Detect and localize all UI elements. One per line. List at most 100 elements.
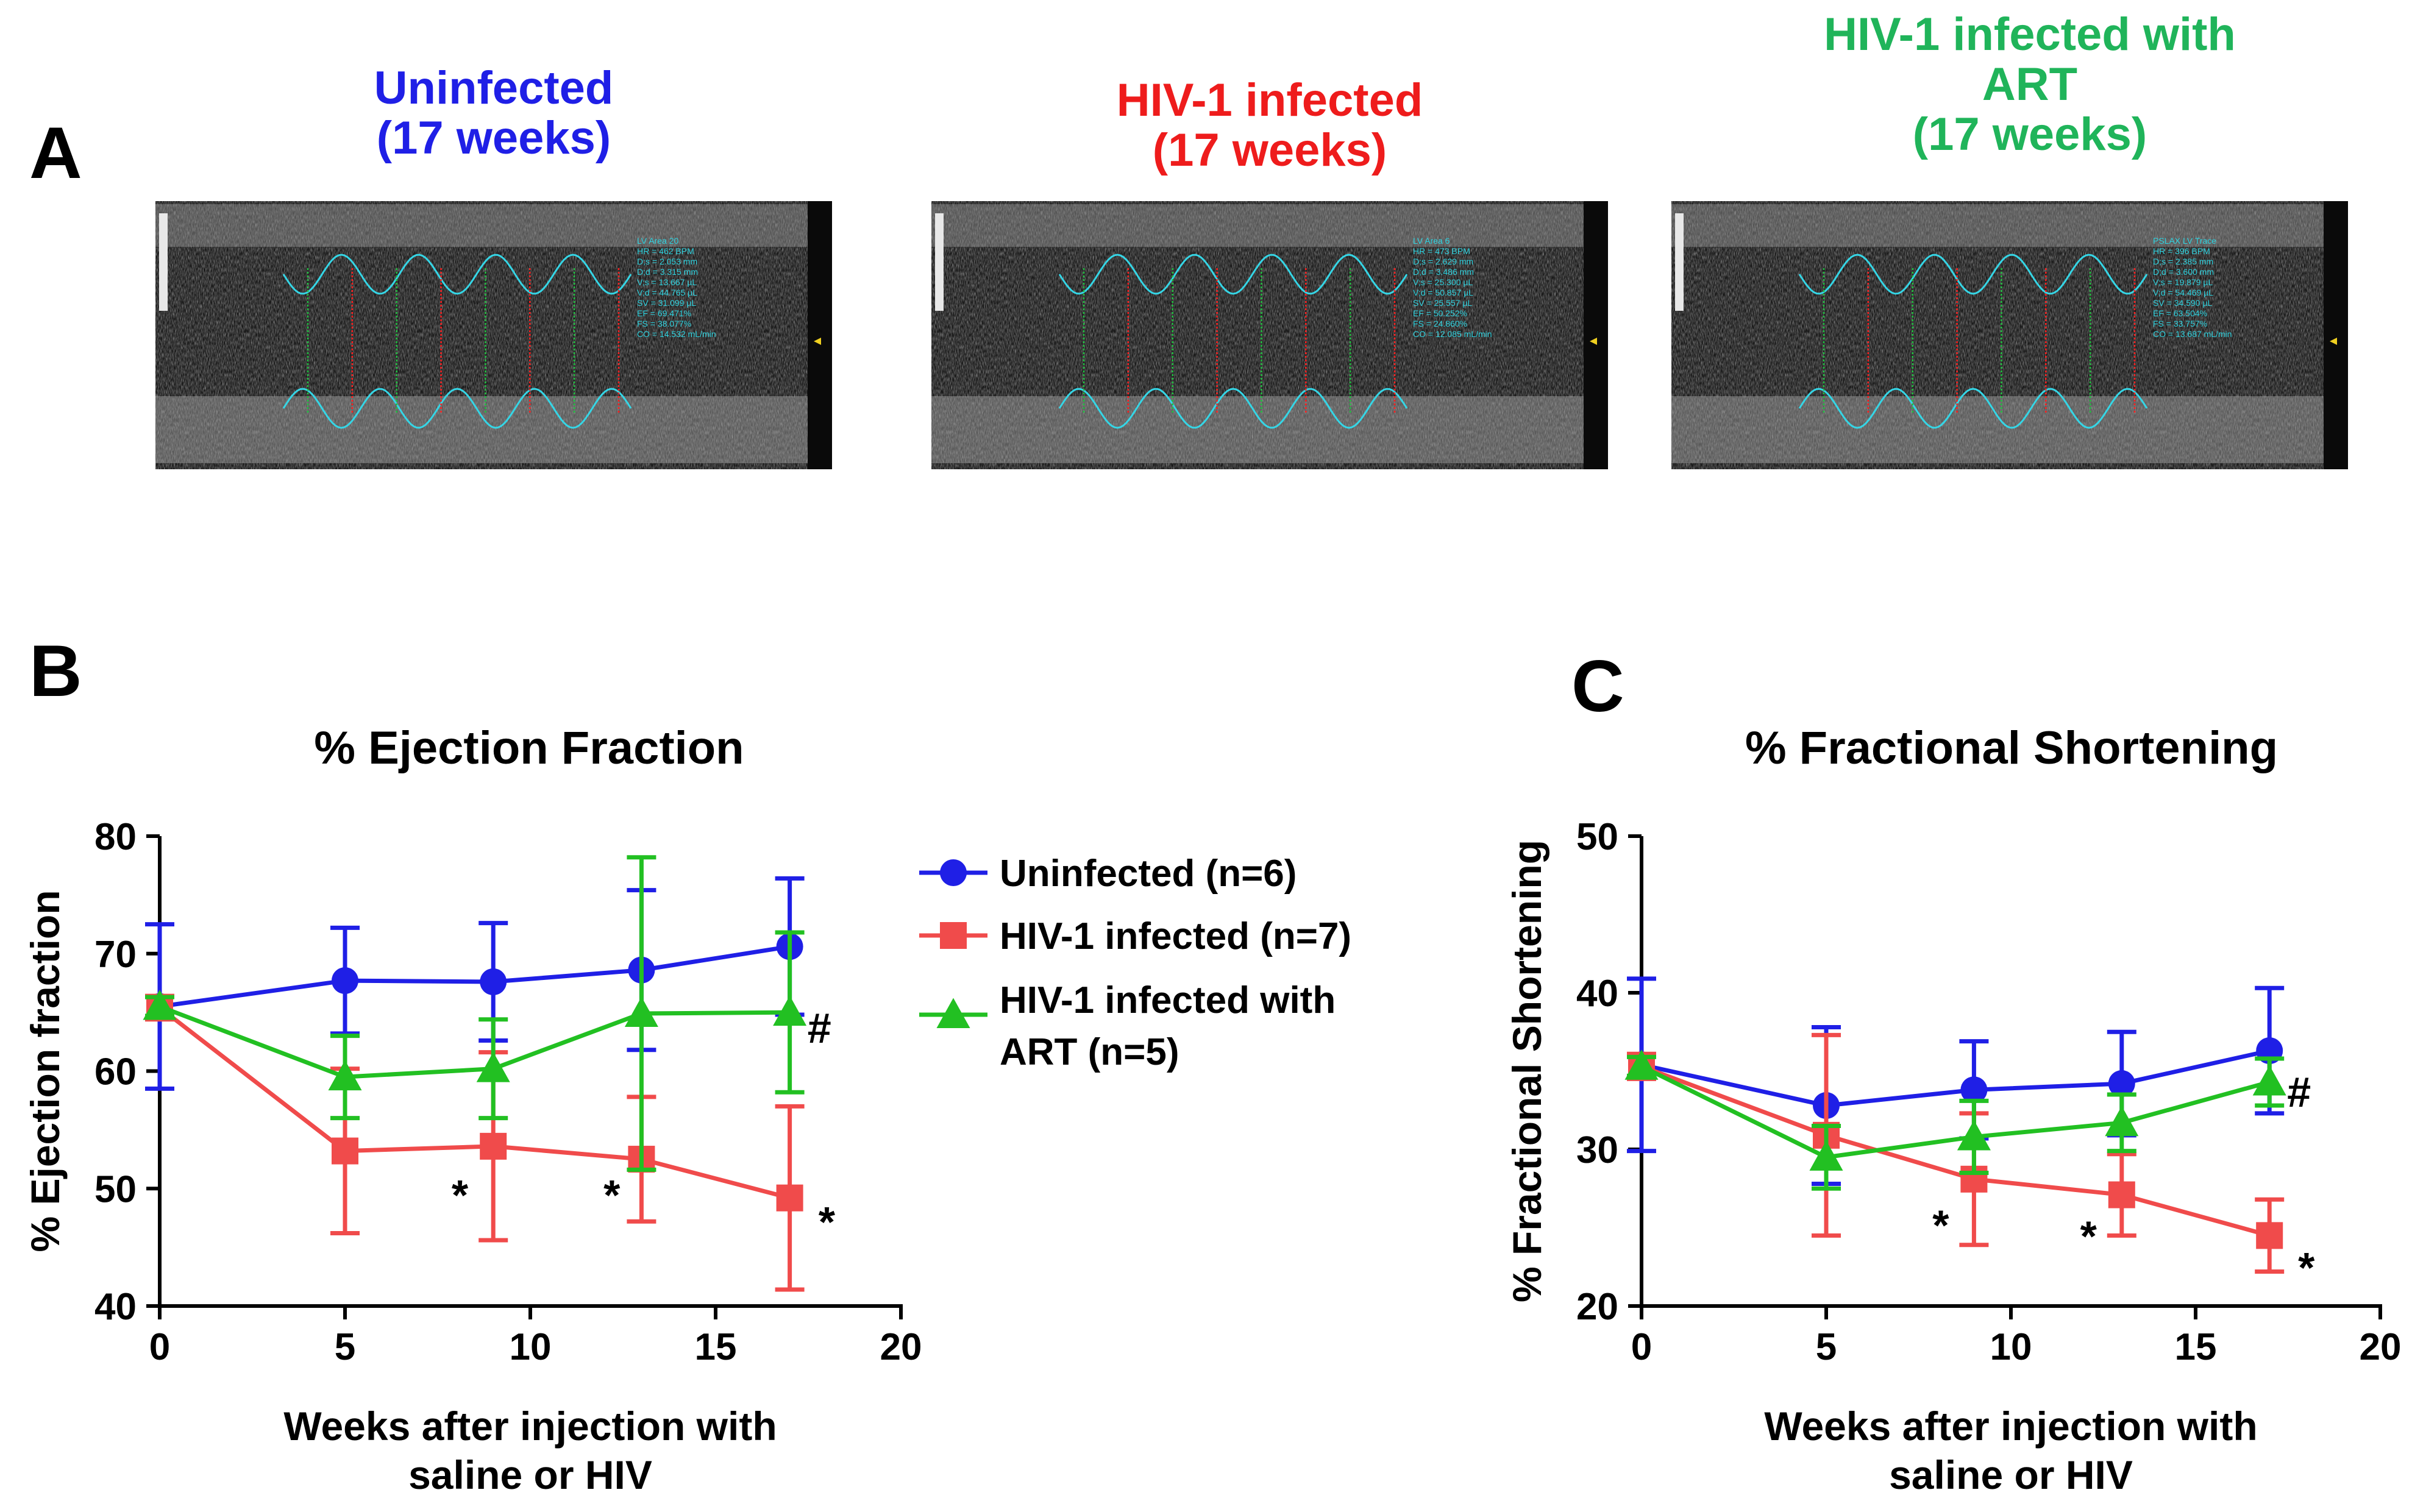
series-line xyxy=(1640,1064,2271,1160)
echo-measurement-text: D;s = 2.385 mm xyxy=(2153,257,2213,266)
echo-anterior-wall-band xyxy=(155,204,832,247)
echo-measurement-text: CO = 13.687 mL/min xyxy=(2153,329,2232,339)
x-tick-label: 5 xyxy=(1816,1326,1837,1368)
echo-posterior-trace xyxy=(282,388,632,429)
x-tick-label: 20 xyxy=(880,1326,922,1368)
y-tick-label: 80 xyxy=(94,816,137,858)
echo-measurement-text: D;d = 3.486 mm xyxy=(1413,267,1474,277)
echo-depth-marker-icon xyxy=(1590,338,1597,345)
echo-anterior-wall-band xyxy=(931,204,1608,247)
y-tick-label: 60 xyxy=(94,1051,137,1093)
significance-annotation: * xyxy=(2080,1212,2097,1260)
echo-posterior-wall-band xyxy=(155,396,832,463)
echo-speckle-texture xyxy=(155,201,832,469)
echo-measurement-text: V;s = 25.300 µL xyxy=(1413,277,1473,287)
significance-annotation: * xyxy=(819,1198,836,1246)
data-point xyxy=(2108,1070,2135,1098)
data-point xyxy=(1960,1076,1988,1104)
echo-grayscale-bar xyxy=(159,213,168,311)
echo-measurement-text: SV = 31.099 µL xyxy=(637,298,696,308)
legend-item-triangle: HIV-1 infected with ART (n=5) xyxy=(919,979,1336,1073)
legend-marker xyxy=(936,998,970,1028)
echo-measurement-text: V;s = 19.879 µL xyxy=(2153,277,2213,287)
echo-measurement-text: LV Area 20 xyxy=(637,236,678,246)
echo-title-line: (17 weeks) xyxy=(1153,124,1387,176)
echo-anterior-trace xyxy=(1058,254,1408,295)
echo-measurement-text: V;d = 54.469 µL xyxy=(2153,288,2213,297)
x-tick-label: 15 xyxy=(695,1326,737,1368)
data-point xyxy=(2105,1106,2139,1137)
echo-measurement-text: CO = 12.085 mL/min xyxy=(1413,329,1492,339)
x-tick-label: 15 xyxy=(2175,1326,2217,1368)
y-axis-title: % Ejection fraction xyxy=(23,890,68,1252)
panel-letter: B xyxy=(29,630,82,712)
echo-depth-marker-icon xyxy=(814,338,821,345)
echo-depth-scale xyxy=(808,201,832,469)
significance-annotation: # xyxy=(808,1004,831,1052)
y-tick-label: 30 xyxy=(1576,1129,1618,1171)
echo-anterior-trace xyxy=(282,254,632,295)
chart-fractional-shortening: C % Fractional Shortening 0 5 10 15 20 20 30 40 50… xyxy=(1504,645,2401,1497)
series-triangle xyxy=(1624,1049,2286,1191)
echo-panel-2: HIV-1 infected(17 weeks) LV Area 6HR = 47… xyxy=(931,74,1608,469)
y-tick-label: 40 xyxy=(1576,973,1618,1015)
echo-measurement-text: D;d = 3.600 mm xyxy=(2153,267,2214,277)
echo-measurement-text: EF = 69.471% xyxy=(637,308,691,318)
echo-posterior-wall-band xyxy=(931,396,1608,463)
echo-title-line: HIV-1 infected xyxy=(1117,74,1423,126)
legend-label: Uninfected (n=6) xyxy=(1000,853,1297,895)
y-tick-label: 50 xyxy=(1576,816,1618,858)
x-tick-label: 5 xyxy=(335,1326,355,1368)
data-point xyxy=(1624,1049,1659,1080)
series-line xyxy=(1641,1048,2270,1108)
data-point xyxy=(476,1052,510,1082)
echo-posterior-wall-band xyxy=(1671,396,2348,463)
echo-title-line: (17 weeks) xyxy=(377,112,611,164)
legend: Uninfected (n=6) HIV-1 infected (n=7) HIV-… xyxy=(919,853,1351,1073)
legend-label: HIV-1 infected (n=7) xyxy=(1000,915,1351,957)
x-axis-title: Weeks after injection with xyxy=(283,1404,777,1449)
x-axis-title: saline or HIV xyxy=(408,1452,652,1497)
legend-item-square: HIV-1 infected (n=7) xyxy=(919,915,1351,957)
echo-measurement-text: D;d = 3.315 mm xyxy=(637,267,698,277)
significance-annotation: # xyxy=(2287,1068,2311,1116)
legend-marker xyxy=(940,922,967,949)
significance-annotation: * xyxy=(1932,1201,1949,1249)
echo-measurement-text: PSLAX LV Trace xyxy=(2153,236,2216,246)
echo-anterior-wall-band xyxy=(1671,204,2348,247)
x-tick-label: 0 xyxy=(1631,1326,1652,1368)
echo-title-line: (17 weeks) xyxy=(1913,108,2147,160)
legend-label: ART (n=5) xyxy=(1000,1031,1179,1073)
data-point xyxy=(773,995,807,1026)
data-point xyxy=(143,989,177,1020)
echo-depth-scale xyxy=(2324,201,2348,469)
echo-grayscale-bar xyxy=(935,213,944,311)
data-point xyxy=(2108,1181,2135,1209)
series-line xyxy=(158,1004,790,1079)
echo-posterior-trace xyxy=(1058,388,1408,429)
y-tick-label: 20 xyxy=(1576,1286,1618,1328)
echo-anterior-trace xyxy=(1798,254,2148,295)
legend-item-circle: Uninfected (n=6) xyxy=(919,853,1297,895)
echo-depth-scale xyxy=(1584,201,1608,469)
echo-measurement-text: EF = 63.504% xyxy=(2153,308,2207,318)
x-axis-title: saline or HIV xyxy=(1889,1452,2133,1497)
chart-title: % Ejection Fraction xyxy=(314,722,744,774)
echo-measurement-text: HR = 473 BPM xyxy=(1413,246,1470,256)
echo-measurement-text: V;s = 13.667 µL xyxy=(637,277,697,287)
x-axis-title: Weeks after injection with xyxy=(1764,1404,2257,1449)
echo-measurement-text: D;s = 2.629 mm xyxy=(1413,257,1473,266)
y-axis-title: % Fractional Shortening xyxy=(1504,840,1549,1302)
series-circle xyxy=(145,876,805,1091)
panel-letter: C xyxy=(1571,645,1624,727)
echo-measurement-text: CO = 14.532 mL/min xyxy=(637,329,716,339)
series-circle xyxy=(1627,976,2285,1187)
echo-measurement-text: FS = 33.757% xyxy=(2153,319,2207,328)
data-point xyxy=(328,1060,362,1091)
y-tick-label: 70 xyxy=(94,934,137,976)
echo-measurement-text: FS = 38.077% xyxy=(637,319,691,328)
significance-annotation: * xyxy=(452,1171,469,1219)
echo-measurement-text: LV Area 6 xyxy=(1413,236,1450,246)
